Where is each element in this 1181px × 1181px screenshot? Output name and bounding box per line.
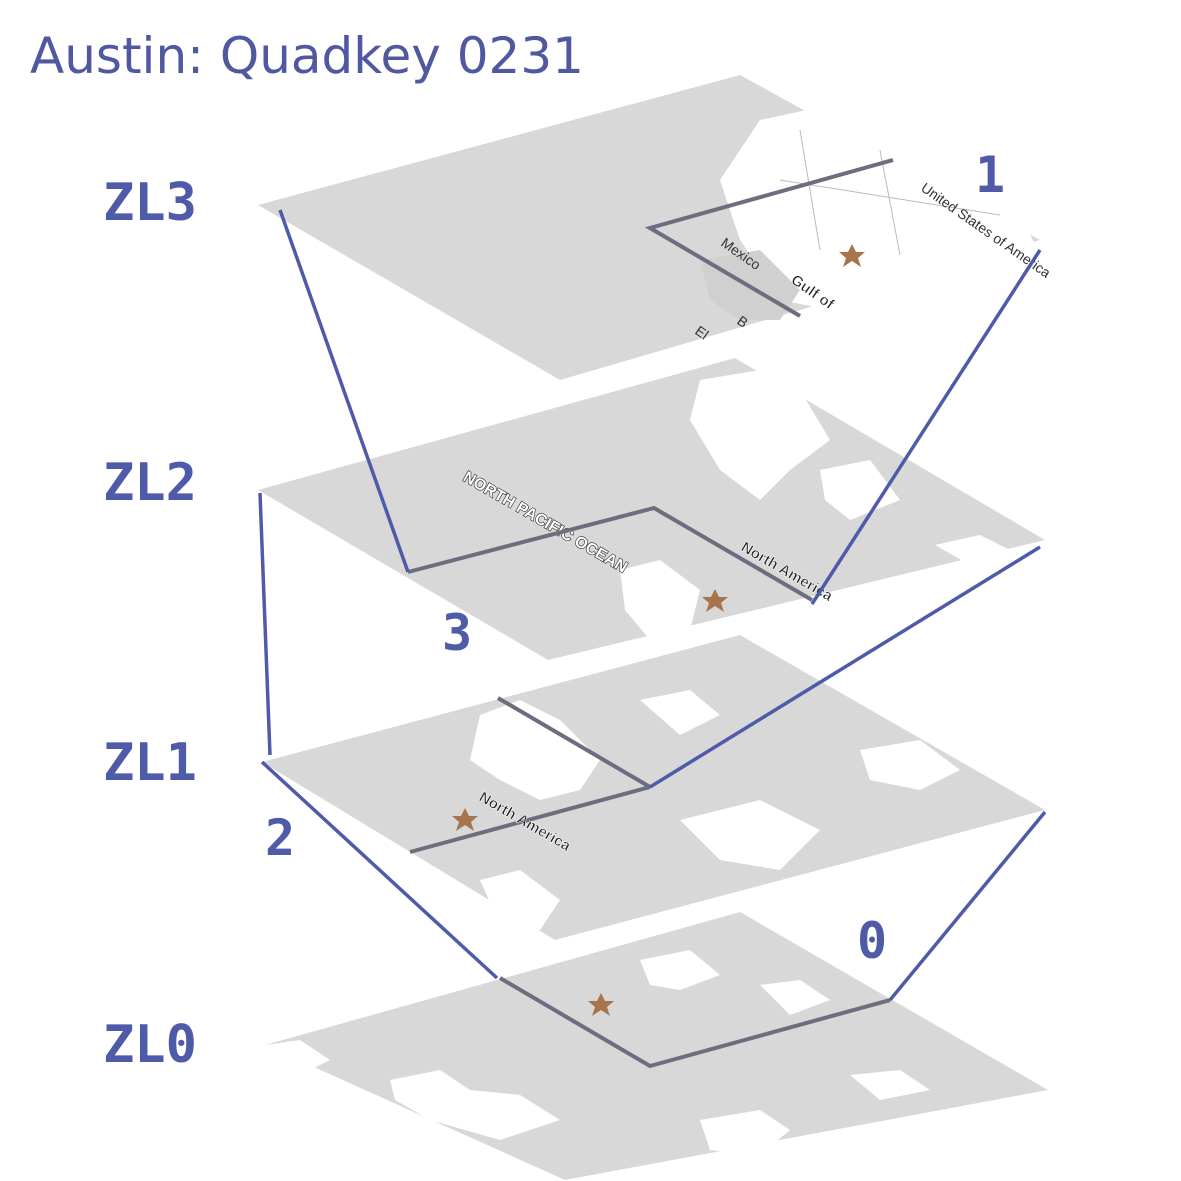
quadrant-digit-zl3: 1 [975, 146, 1005, 204]
zl3-tile: United States of America Mexico Gulf of … [258, 75, 1054, 380]
zl1-land [640, 690, 720, 735]
zl2-land [690, 370, 830, 500]
zoom-level-label-zl1: ZL1 [103, 733, 197, 793]
zoom-level-label-zl2: ZL2 [103, 453, 197, 513]
connector-zl2-zl1-left [258, 492, 272, 756]
connector-zl2-zl1-right [649, 545, 1041, 789]
quadrant-digit-zl2: 3 [442, 604, 472, 662]
zl3-quadrant-outline [644, 158, 894, 318]
zl3-border [879, 149, 901, 256]
zl3-border [799, 129, 821, 251]
zl1-tile: North America [262, 635, 1045, 940]
connector-zl1-zl0-right [888, 810, 1047, 1002]
connector-zl1-zl0-left [260, 760, 499, 980]
zl2-land [620, 560, 700, 640]
zl2-land [820, 460, 900, 520]
zl1-star-icon [452, 808, 478, 831]
zl3-star-icon [839, 244, 865, 267]
zl0-land [265, 1040, 330, 1075]
zl0-land [700, 1110, 790, 1155]
zl1-plane [262, 635, 1045, 940]
zl0-quadrant-outline [498, 976, 891, 1069]
zl1-land [680, 800, 820, 870]
zl2-tile: NORTH PACIFIC OCEAN North America [258, 358, 1045, 660]
zl1-land [480, 870, 560, 930]
quadrant-digit-zl0: 0 [857, 912, 887, 970]
zl0-star-icon [588, 993, 614, 1016]
zl2-star-icon [702, 589, 728, 612]
zoom-level-label-zl3: ZL3 [103, 173, 197, 233]
zoom-level-label-zl0: ZL0 [103, 1015, 197, 1075]
quadrant-digit-zl1: 2 [265, 809, 295, 867]
zl2-quadrant-outline [407, 505, 814, 602]
zl1-land [860, 740, 960, 790]
diagram-title: Austin: Quadkey 0231 [30, 27, 584, 85]
connector-zl3-zl2-right [810, 249, 1042, 605]
connector-zl3-zl2-left [278, 209, 410, 573]
zl0-land [760, 980, 830, 1015]
zl0-land [390, 1070, 560, 1140]
zl3-land [720, 105, 1035, 310]
zl3-border [779, 179, 1001, 216]
zl0-land [850, 1070, 930, 1100]
zl2-land [935, 535, 1010, 565]
zl0-land [640, 950, 720, 990]
zl1-quadrant-divider [496, 696, 652, 789]
zl0-tile [265, 912, 1048, 1180]
zl1-quadrant-outline [409, 785, 651, 854]
zl1-land [470, 700, 600, 800]
